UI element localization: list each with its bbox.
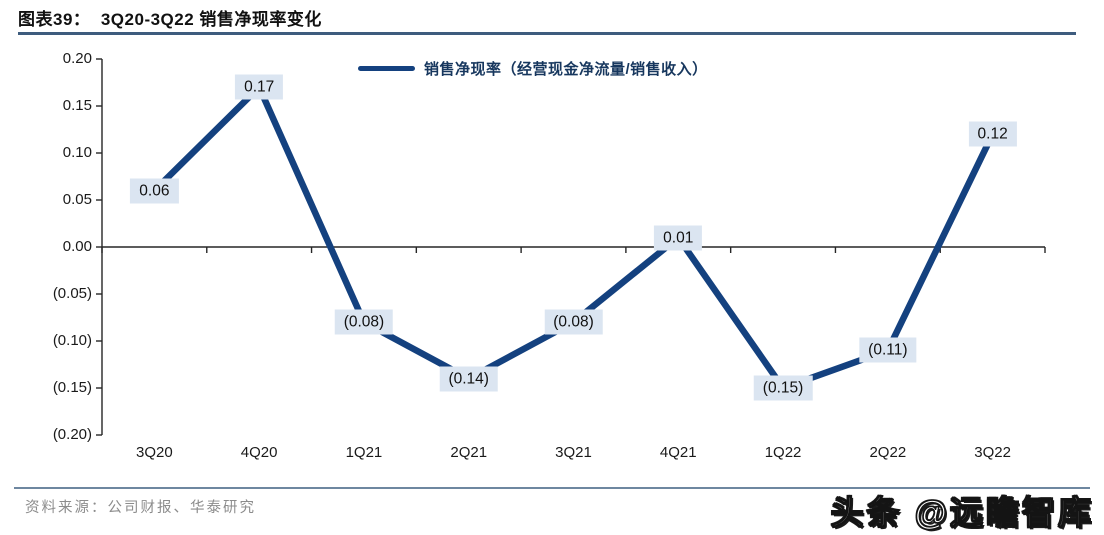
title-divider: [18, 32, 1076, 35]
y-axis-tick-label: (0.15): [52, 379, 92, 396]
y-axis-tick-label: 0.15: [62, 97, 92, 114]
chart-title: 图表39： 3Q20-3Q22 销售净现率变化: [18, 10, 322, 29]
x-axis-category-label: 1Q21: [345, 444, 383, 461]
data-point-label: (0.14): [439, 366, 498, 392]
y-axis-tick-label: 0.20: [62, 50, 92, 67]
source-note: 资料来源：公司财报、华泰研究: [25, 500, 256, 516]
legend-label: 销售净现率（经营现金净流量/销售收入）: [424, 60, 708, 78]
x-axis-category-label: 2Q22: [869, 444, 907, 461]
x-axis-category-label: 3Q22: [974, 444, 1011, 461]
data-point-label: (0.11): [859, 337, 917, 363]
data-point-label: 0.12: [968, 121, 1017, 147]
y-axis-tick-label: 0.00: [62, 238, 92, 255]
data-point-label: 0.17: [235, 74, 284, 100]
x-axis-category-label: 3Q20: [136, 444, 173, 461]
watermark: 头条 @远瞻智库: [830, 493, 1094, 531]
y-axis-tick-label: (0.10): [52, 332, 92, 349]
y-axis-tick-label: 0.05: [62, 191, 92, 208]
data-point-label: (0.08): [334, 309, 394, 335]
y-axis-tick-label: 0.10: [62, 144, 92, 161]
x-axis-category-label: 4Q20: [240, 444, 278, 461]
y-axis-tick-label: (0.20): [52, 426, 92, 443]
legend: 销售净现率（经营现金净流量/销售收入）: [358, 57, 708, 79]
x-axis-category-label: 1Q22: [764, 444, 802, 461]
y-axis-tick-label: (0.05): [52, 285, 92, 302]
data-point-label: (0.15): [753, 375, 813, 401]
x-axis-category-label: 2Q21: [450, 444, 488, 461]
data-point-label: 0.06: [130, 178, 179, 204]
data-point-label: (0.08): [544, 309, 603, 335]
legend-line-swatch: [358, 65, 415, 71]
x-axis-category-label: 3Q21: [555, 444, 592, 461]
x-axis-category-label: 4Q21: [659, 444, 697, 461]
footer-divider: [14, 487, 1090, 489]
data-point-label: 0.01: [654, 225, 703, 251]
